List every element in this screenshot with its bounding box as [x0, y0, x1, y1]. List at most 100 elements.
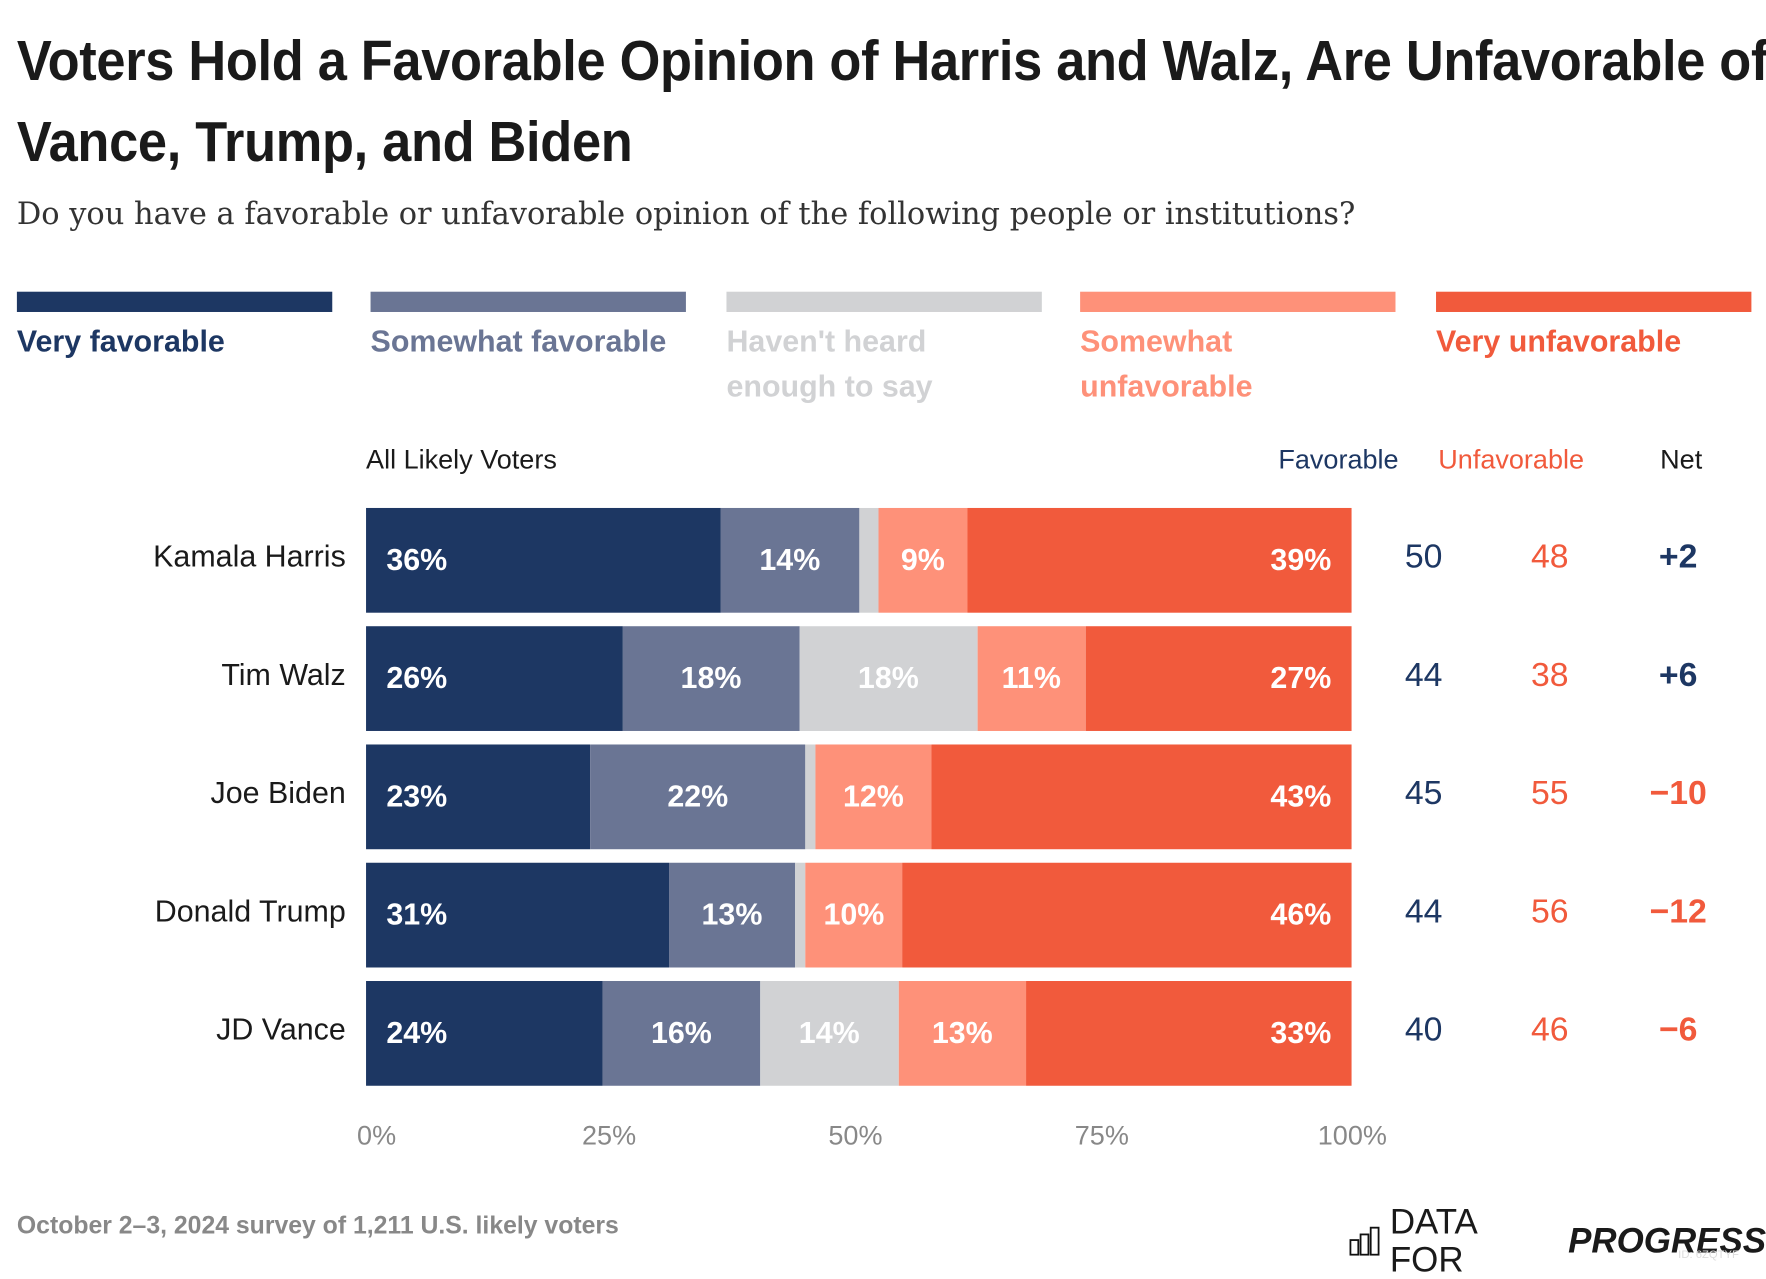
bar-segment-somewhat-unfavorable	[814, 744, 932, 850]
data-label: 36%	[386, 542, 448, 577]
bar-segment-havent-heard	[858, 507, 879, 613]
x-tick-label: 0%	[357, 1120, 397, 1152]
data-label: 13%	[701, 897, 763, 932]
legend-item-havent-heard: Haven't heard enough to say	[726, 291, 1042, 409]
data-label: 10%	[823, 897, 885, 932]
header-unfavorable: Unfavorable	[1438, 444, 1585, 476]
legend-item-somewhat-unfavorable: Somewhat unfavorable	[1080, 291, 1396, 409]
bar-segment-very-unfavorable	[1085, 626, 1352, 731]
data-label: 27%	[1270, 661, 1332, 695]
bar-segment-very-unfavorable	[931, 744, 1352, 850]
net-value: +2	[1658, 538, 1698, 576]
bar-segment-very-favorable	[366, 626, 623, 731]
row-label: Joe Biden	[210, 776, 346, 810]
data-label: 24%	[386, 1015, 448, 1050]
row-label: JD Vance	[216, 1012, 346, 1047]
unfavorable-value: 46	[1530, 1011, 1569, 1049]
data-label: 33%	[1270, 1015, 1332, 1050]
legend-item-very-favorable: Very favorable	[16, 291, 333, 364]
chart-title: Voters Hold a Favorable Opinion of Harri…	[16, 29, 1766, 174]
bar-segment-somewhat-favorable	[668, 862, 796, 968]
bar-segment-very-unfavorable	[1026, 981, 1352, 1086]
unfavorable-value: 38	[1530, 656, 1569, 694]
bar-segment-very-favorable	[366, 744, 591, 850]
favorable-value: 44	[1404, 656, 1443, 694]
data-label: 39%	[1270, 542, 1332, 577]
bar-segment-very-favorable	[366, 981, 603, 1086]
bar-segment-havent-heard	[805, 744, 815, 850]
net-value: +6	[1658, 656, 1698, 694]
bar-segment-somewhat-favorable	[622, 626, 800, 731]
legend-label: Somewhat favorable	[370, 324, 667, 359]
data-label: 14%	[798, 1015, 860, 1050]
bar-chart-logo-icon	[1349, 1226, 1380, 1256]
legend-label: Haven't heard enough to say	[726, 324, 933, 404]
row-label: Tim Walz	[221, 657, 346, 692]
chart-subtitle: Do you have a favorable or unfavorable o…	[16, 197, 1356, 233]
bar-segment-somewhat-unfavorable	[977, 626, 1086, 731]
legend-swatch	[726, 291, 1042, 312]
bar-segment-somewhat-favorable	[590, 744, 806, 850]
net-value: −6	[1658, 1011, 1698, 1049]
logo-text-light: DATA FOR	[1389, 1201, 1476, 1279]
x-tick-label: 75%	[1074, 1120, 1129, 1152]
bar-segment-somewhat-unfavorable	[805, 862, 903, 968]
legend-swatch	[370, 291, 686, 312]
favorable-value: 50	[1404, 538, 1443, 576]
row-label: Donald Trump	[154, 894, 346, 929]
data-label: 22%	[667, 779, 729, 814]
logo: DATA FOR PROGRESS	[1349, 1201, 1766, 1279]
bar-segment-havent-heard	[795, 862, 806, 968]
bar-segment-very-favorable	[366, 862, 669, 968]
bar-segment-havent-heard	[799, 626, 978, 731]
bar-segment-somewhat-favorable	[720, 507, 859, 613]
data-label: 46%	[1270, 897, 1332, 932]
net-value: −12	[1649, 893, 1707, 931]
legend-swatch	[1080, 291, 1396, 312]
data-label: 12%	[842, 779, 904, 814]
legend-item-somewhat-favorable: Somewhat favorable	[370, 291, 686, 364]
data-label: 43%	[1270, 779, 1332, 814]
data-label: 18%	[857, 661, 919, 695]
data-label: 31%	[386, 897, 448, 932]
bar-segment-somewhat-unfavorable	[878, 507, 968, 613]
bar-segment-somewhat-unfavorable	[898, 981, 1027, 1086]
legend-swatch	[16, 291, 333, 312]
data-label: 14%	[759, 542, 821, 577]
data-label: 13%	[931, 1015, 993, 1050]
row-label: Kamala Harris	[153, 539, 346, 574]
x-tick-label: 100%	[1317, 1120, 1387, 1152]
bar-segment-havent-heard	[760, 981, 899, 1086]
header-favorable: Favorable	[1278, 444, 1399, 476]
bar-segment-very-unfavorable	[902, 862, 1352, 968]
data-label: 23%	[386, 779, 448, 814]
legend-label: Very unfavorable	[1436, 324, 1682, 359]
bar-segment-somewhat-favorable	[602, 981, 761, 1086]
data-label: 18%	[680, 661, 742, 695]
legend-label: Very favorable	[16, 324, 225, 359]
logo-text-bold: PROGRESS	[1568, 1220, 1766, 1261]
x-tick-label: 25%	[582, 1120, 637, 1152]
favorable-value: 44	[1404, 893, 1443, 931]
net-value: −10	[1649, 774, 1707, 813]
group-label: All Likely Voters	[366, 444, 557, 476]
favorable-value: 45	[1404, 774, 1443, 813]
legend-label: Somewhat unfavorable	[1080, 324, 1253, 404]
favorable-value: 40	[1404, 1011, 1443, 1049]
data-label: 11%	[1001, 661, 1061, 695]
footer-note: October 2–3, 2024 survey of 1,211 U.S. l…	[16, 1210, 619, 1239]
unfavorable-value: 48	[1530, 538, 1569, 576]
chart-id: ID: 6ZQTYF	[1678, 1249, 1739, 1262]
data-label: 16%	[650, 1015, 712, 1050]
header-net: Net	[1660, 444, 1703, 476]
unfavorable-value: 56	[1530, 893, 1569, 931]
bar-segment-very-unfavorable	[967, 507, 1352, 613]
data-label: 9%	[900, 542, 945, 577]
legend-swatch	[1436, 291, 1752, 312]
unfavorable-value: 55	[1530, 774, 1569, 813]
legend-item-very-unfavorable: Very unfavorable	[1436, 291, 1752, 364]
x-tick-label: 50%	[828, 1120, 883, 1152]
data-label: 26%	[386, 661, 448, 695]
bar-segment-very-favorable	[366, 507, 721, 613]
